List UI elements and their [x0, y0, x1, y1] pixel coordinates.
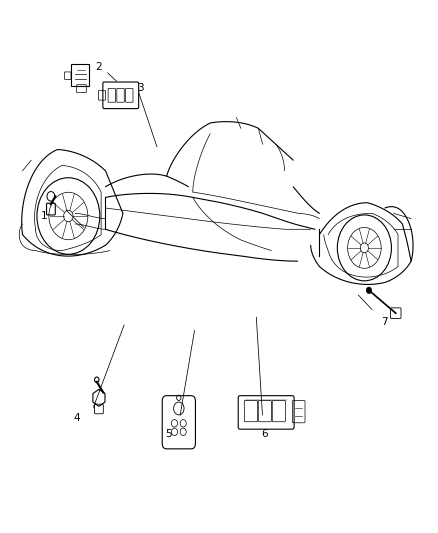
Text: 2: 2: [95, 62, 102, 72]
Text: 1: 1: [41, 211, 48, 221]
Text: 5: 5: [166, 429, 172, 439]
Text: 4: 4: [74, 413, 81, 423]
Circle shape: [366, 287, 371, 294]
Circle shape: [95, 377, 99, 382]
Text: 7: 7: [381, 317, 388, 327]
Text: 3: 3: [137, 83, 144, 93]
Text: 6: 6: [261, 429, 268, 439]
